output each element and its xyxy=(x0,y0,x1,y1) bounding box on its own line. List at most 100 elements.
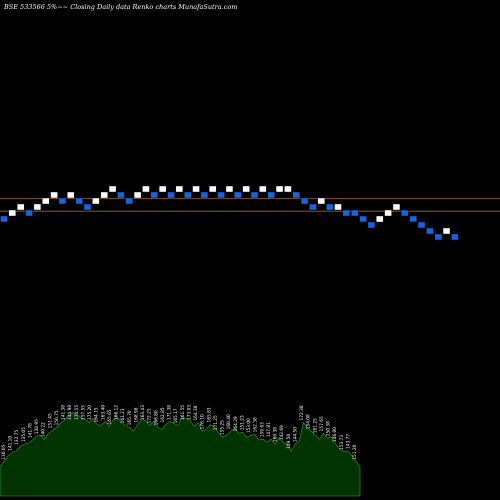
volume-label: 172.25 xyxy=(147,408,153,423)
volume-label: 141.10 xyxy=(8,436,14,451)
down-brick xyxy=(426,227,434,235)
up-brick xyxy=(108,185,117,193)
up-brick xyxy=(17,203,25,211)
down-brick xyxy=(434,233,442,241)
volume-label: 138.95 xyxy=(34,419,40,434)
volume-label: 141.38 xyxy=(61,405,67,420)
volume-label: 162.85 xyxy=(160,407,166,422)
down-brick xyxy=(150,191,159,199)
volume-label: 157.55 xyxy=(81,405,87,420)
volume-label: 141.78 xyxy=(28,423,34,438)
volume-label: 176.10 xyxy=(200,414,206,429)
up-brick xyxy=(317,197,325,205)
volume-label: 144.50 xyxy=(292,427,298,442)
down-brick xyxy=(167,191,175,199)
volume-label: 144.98 xyxy=(67,405,73,420)
up-brick xyxy=(259,185,267,193)
down-brick xyxy=(351,209,359,217)
down-brick xyxy=(359,215,367,223)
volume-label: 151.23 xyxy=(239,415,245,430)
volume-label: 171.38 xyxy=(167,405,173,420)
up-brick xyxy=(100,191,108,199)
volume-label: 155.25 xyxy=(220,420,226,435)
down-brick xyxy=(25,209,33,217)
down-brick xyxy=(325,203,334,211)
up-brick xyxy=(142,185,150,193)
down-brick xyxy=(83,203,92,211)
volume-label: 165.70 xyxy=(127,410,133,425)
up-brick xyxy=(92,197,100,205)
volume-label: 159.63 xyxy=(259,422,265,437)
renko-bricks xyxy=(0,185,459,241)
down-brick xyxy=(451,233,459,241)
up-brick xyxy=(33,203,42,211)
down-brick xyxy=(125,197,133,205)
down-brick xyxy=(401,209,409,217)
volume-label: 160.40 xyxy=(226,414,232,429)
up-brick xyxy=(392,203,401,211)
down-brick xyxy=(200,191,209,199)
up-brick xyxy=(384,209,392,217)
volume-label: 150.75 xyxy=(54,410,60,425)
down-brick xyxy=(309,203,317,211)
up-brick xyxy=(242,185,250,193)
volume-label: 153.73 xyxy=(339,435,345,450)
volume-area xyxy=(0,412,361,497)
volume-label: 173.03 xyxy=(186,405,192,420)
volume-label: 157.65 xyxy=(319,416,325,431)
down-brick xyxy=(292,191,300,199)
volume-label: 164.29 xyxy=(233,416,239,431)
volume-label: 163.40 xyxy=(100,405,106,420)
volume-label: 140.22 xyxy=(41,422,47,437)
down-brick xyxy=(234,191,242,199)
up-brick xyxy=(442,227,451,235)
down-brick xyxy=(342,209,351,217)
volume-label: 164.15 xyxy=(94,407,100,422)
volume-label: 164.38 xyxy=(193,405,199,420)
up-brick xyxy=(225,185,234,193)
volume-label: 146.00 xyxy=(332,427,338,442)
volume-label: 147.81 xyxy=(266,422,272,437)
up-brick xyxy=(192,185,200,193)
volume-label: 168.98 xyxy=(133,407,139,422)
down-brick xyxy=(217,191,225,199)
volume-label: 132.75 xyxy=(14,430,20,445)
volume-label: 130.05 xyxy=(1,444,7,459)
volume-label: 171.25 xyxy=(213,415,219,430)
down-brick xyxy=(117,191,125,199)
up-brick xyxy=(133,191,142,199)
volume-label: 165.65 xyxy=(107,409,113,424)
volume-label: 166.80 xyxy=(153,410,159,425)
volume-label: 150.38 xyxy=(325,421,331,436)
down-brick xyxy=(183,191,192,199)
volume-label: 174.55 xyxy=(74,405,80,420)
down-brick xyxy=(250,191,259,199)
volume-label: 151.45 xyxy=(47,413,53,428)
volume-label: 163.43 xyxy=(140,405,146,420)
volume-label: 162.38 xyxy=(253,417,259,432)
reference-lines xyxy=(0,198,500,212)
up-brick xyxy=(275,185,284,193)
down-brick xyxy=(267,191,275,199)
down-brick xyxy=(75,197,83,205)
up-brick xyxy=(284,185,292,193)
volume-label: 160.38 xyxy=(272,427,278,442)
up-brick xyxy=(376,215,384,223)
up-brick xyxy=(209,185,217,193)
volume-label: 135.05 xyxy=(21,427,27,442)
down-brick xyxy=(0,215,8,223)
up-brick xyxy=(158,185,167,193)
up-brick xyxy=(42,197,50,205)
volume-label: 149.50 xyxy=(286,434,292,449)
down-brick xyxy=(367,221,376,229)
volume-label: 143.77 xyxy=(345,434,351,449)
down-brick xyxy=(417,221,426,229)
volume-label: 154.08 xyxy=(306,414,312,429)
volume-label: 151.20 xyxy=(352,444,358,459)
volume-label: 166.12 xyxy=(114,405,120,420)
chart-title: BSE 533566 5%~~ Closing Daily data Renko… xyxy=(3,3,237,11)
volume-label: 172.38 xyxy=(299,405,305,420)
volume-series xyxy=(0,412,361,497)
